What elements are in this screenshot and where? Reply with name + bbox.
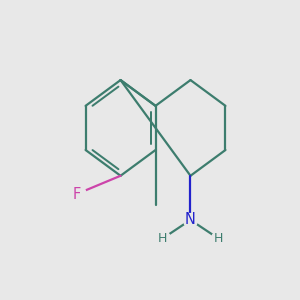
Text: H: H [158, 232, 168, 245]
Text: N: N [185, 212, 196, 227]
Text: F: F [72, 187, 80, 202]
Text: H: H [213, 232, 223, 245]
